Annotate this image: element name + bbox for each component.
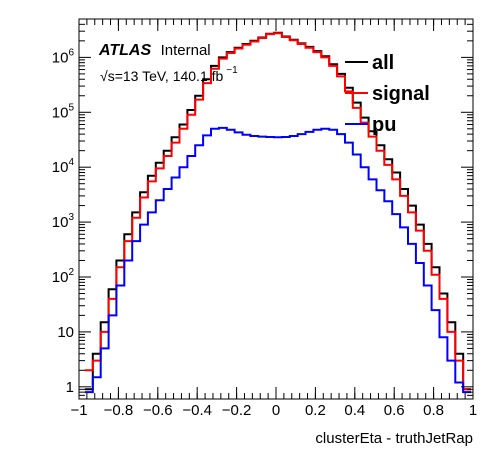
series-pu-line	[84, 126, 471, 394]
atlas-label: ATLAS Internal √s=13 TeV, 140.1 fb −1	[98, 42, 238, 84]
x-tick-label: 0.2	[305, 402, 326, 419]
x-tick-label: 0	[272, 402, 280, 419]
x-tick-label: 0.8	[423, 402, 444, 419]
sqrt-symbol: √	[100, 68, 108, 84]
x-tick-label: 0.4	[344, 402, 365, 419]
y-tick-label: 10	[57, 324, 74, 341]
y-tick-label: 104	[52, 157, 75, 176]
y-tick-label: 106	[52, 47, 75, 66]
x-tick-label: −0.6	[143, 402, 173, 419]
atlas-brand: ATLAS	[98, 42, 151, 59]
y-tick-label: 1	[66, 379, 74, 396]
series-layer	[84, 31, 471, 394]
y-tick-label: 105	[52, 102, 75, 121]
energy-text: s=13 TeV, 140.1 fb	[108, 68, 224, 84]
internal-tag: Internal	[161, 42, 211, 59]
legend: all signal pu	[345, 52, 430, 136]
legend-pu-label: pu	[372, 114, 396, 136]
x-tick-label: 1	[469, 402, 477, 419]
y-tick-label: 103	[52, 212, 75, 231]
y-axis-ticks: 1 10 102 103 104 105 106	[52, 18, 473, 396]
x-tick-label: 0.6	[384, 402, 405, 419]
x-tick-label: −1	[70, 402, 87, 419]
x-axis-ticks: −1 −0.8 −0.6 −0.4 −0.2 0 0.2 0.4 0.6 0.8 1	[70, 19, 477, 419]
y-tick-label: 102	[52, 267, 75, 286]
series-signal-line	[84, 32, 471, 391]
x-tick-label: −0.4	[182, 402, 212, 419]
x-tick-label: −0.2	[222, 402, 252, 419]
legend-signal-label: signal	[372, 83, 430, 105]
energy-lumi-label: √s=13 TeV, 140.1 fb −1	[100, 65, 238, 84]
x-axis-title: clusterEta - truthJetRap	[315, 430, 473, 447]
svg-text:ATLAS Internal: ATLAS Internal	[98, 42, 211, 59]
x-tick-label: −0.8	[104, 402, 134, 419]
legend-all-label: all	[372, 52, 394, 74]
energy-exponent: −1	[226, 65, 238, 76]
